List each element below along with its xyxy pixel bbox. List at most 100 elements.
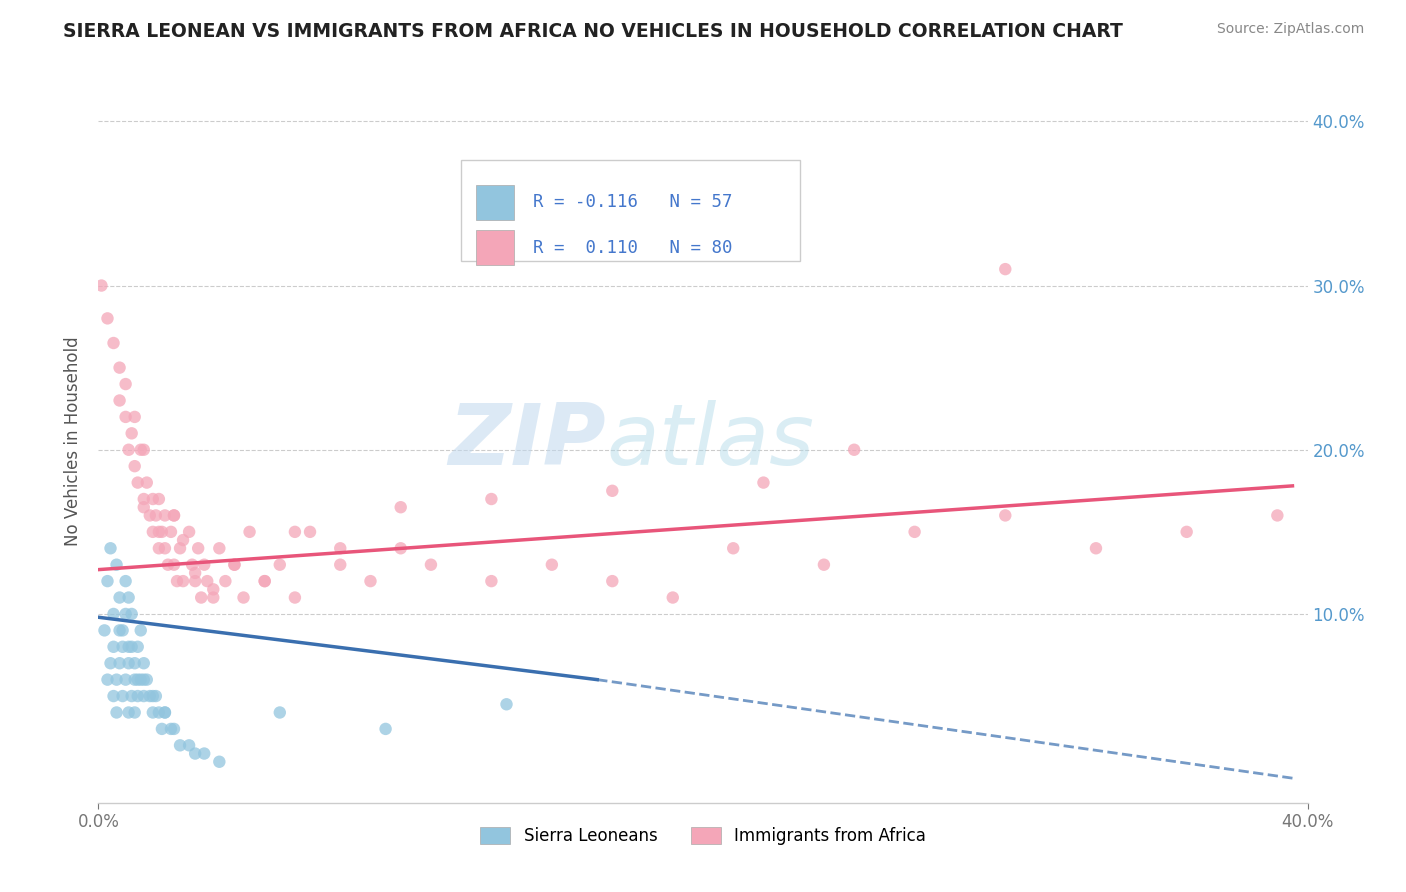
Point (202, 582, 225, 597)
Point (108, 393, 131, 408)
Point (142, 491, 165, 506)
Text: R =  0.110   N = 80: R = 0.110 N = 80 (533, 239, 733, 257)
Point (108, 624, 131, 638)
Point (184, 574, 207, 588)
Point (253, 574, 276, 588)
Point (389, 541, 412, 556)
Point (184, 747, 207, 761)
Point (118, 706, 141, 720)
Point (202, 591, 225, 605)
Point (193, 558, 215, 572)
Point (329, 541, 352, 556)
Bar (475, 185, 515, 219)
Point (145, 508, 167, 523)
Point (127, 640, 149, 654)
Point (481, 574, 503, 588)
Point (124, 459, 146, 474)
Point (150, 524, 173, 539)
Point (139, 508, 162, 523)
Point (124, 657, 146, 671)
Point (142, 706, 165, 720)
Point (179, 524, 201, 539)
Point (148, 541, 170, 556)
Point (127, 673, 149, 687)
Point (124, 706, 146, 720)
Point (602, 483, 624, 498)
Point (156, 558, 179, 572)
Point (105, 558, 128, 572)
Point (90, 278, 112, 293)
Point (195, 574, 218, 588)
Text: SIERRA LEONEAN VS IMMIGRANTS FROM AFRICA NO VEHICLES IN HOUSEHOLD CORRELATION CH: SIERRA LEONEAN VS IMMIGRANTS FROM AFRICA… (63, 22, 1123, 41)
Point (1085, 541, 1108, 556)
Point (108, 591, 131, 605)
Point (269, 558, 291, 572)
Point (166, 574, 188, 588)
Point (118, 442, 141, 457)
Point (994, 508, 1017, 523)
Point (129, 673, 152, 687)
Point (904, 524, 927, 539)
Point (135, 673, 157, 687)
Point (360, 574, 382, 588)
Text: R = -0.116   N = 57: R = -0.116 N = 57 (533, 194, 733, 211)
Point (132, 689, 155, 703)
Point (132, 491, 155, 506)
Point (114, 574, 136, 588)
Point (374, 722, 396, 736)
Point (163, 508, 186, 523)
Point (284, 591, 307, 605)
Legend: Sierra Leoneans, Immigrants from Africa: Sierra Leoneans, Immigrants from Africa (481, 827, 925, 845)
Point (148, 706, 170, 720)
Point (132, 657, 155, 671)
Point (184, 566, 207, 580)
Point (844, 442, 866, 457)
Point (160, 722, 183, 736)
Point (148, 524, 170, 539)
Point (129, 624, 152, 638)
Point (121, 689, 143, 703)
Point (118, 640, 141, 654)
Point (105, 673, 128, 687)
Point (481, 491, 503, 506)
Text: Source: ZipAtlas.com: Source: ZipAtlas.com (1216, 22, 1364, 37)
Point (389, 500, 412, 515)
Point (132, 500, 155, 515)
Point (193, 747, 215, 761)
Point (145, 689, 167, 703)
Point (253, 574, 276, 588)
Point (139, 689, 162, 703)
Point (163, 508, 186, 523)
Point (100, 657, 122, 671)
Point (96, 673, 118, 687)
Point (108, 360, 131, 375)
Point (118, 591, 141, 605)
Point (142, 524, 165, 539)
Point (108, 657, 131, 671)
Point (269, 706, 291, 720)
Point (150, 722, 173, 736)
Point (124, 673, 146, 687)
Point (111, 689, 134, 703)
Point (181, 558, 204, 572)
Point (111, 624, 134, 638)
Point (752, 475, 775, 490)
Point (103, 640, 125, 654)
Point (208, 541, 231, 556)
Point (121, 426, 143, 441)
Point (239, 524, 262, 539)
Point (602, 574, 624, 588)
Y-axis label: No Vehicles in Household: No Vehicles in Household (65, 336, 83, 547)
Point (135, 475, 157, 490)
Point (132, 673, 155, 687)
Point (93, 624, 115, 638)
Point (169, 541, 191, 556)
Point (127, 689, 149, 703)
Text: ZIP: ZIP (449, 400, 606, 483)
Point (148, 491, 170, 506)
Point (96, 311, 118, 326)
Point (124, 409, 146, 424)
Point (495, 698, 517, 712)
Point (190, 591, 212, 605)
Point (723, 541, 745, 556)
